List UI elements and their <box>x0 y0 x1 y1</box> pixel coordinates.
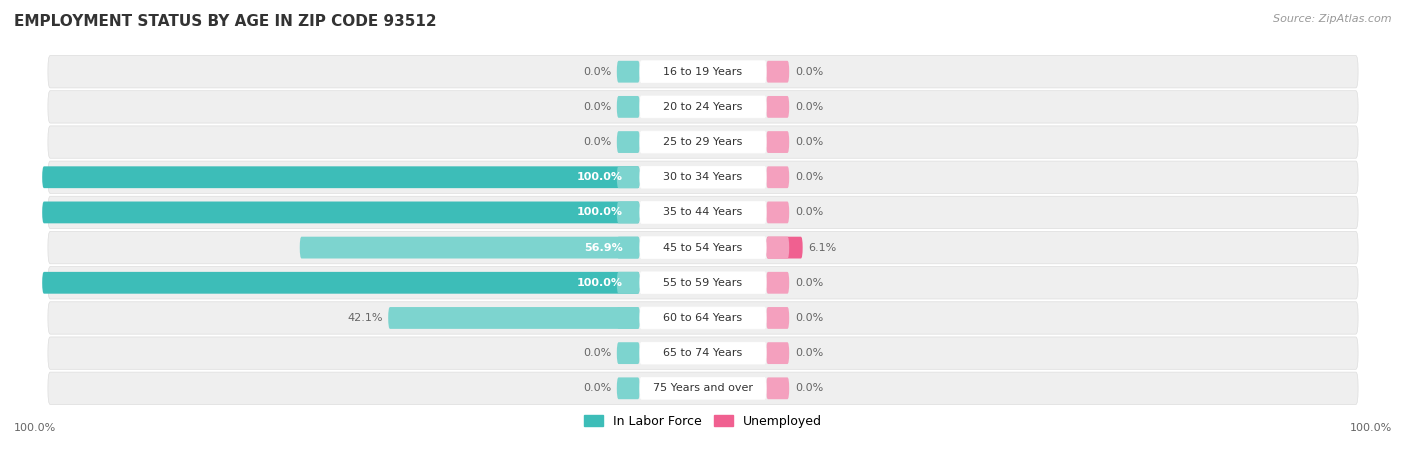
Text: 60 to 64 Years: 60 to 64 Years <box>664 313 742 323</box>
FancyBboxPatch shape <box>48 337 1358 369</box>
FancyBboxPatch shape <box>42 202 640 223</box>
Text: 45 to 54 Years: 45 to 54 Years <box>664 243 742 253</box>
Text: 100.0%: 100.0% <box>576 278 623 288</box>
Text: 0.0%: 0.0% <box>794 67 823 77</box>
Text: 16 to 19 Years: 16 to 19 Years <box>664 67 742 77</box>
FancyBboxPatch shape <box>766 307 789 329</box>
FancyBboxPatch shape <box>617 307 640 329</box>
Text: 25 to 29 Years: 25 to 29 Years <box>664 137 742 147</box>
FancyBboxPatch shape <box>640 166 766 188</box>
Text: 75 Years and over: 75 Years and over <box>652 383 754 393</box>
Text: EMPLOYMENT STATUS BY AGE IN ZIP CODE 93512: EMPLOYMENT STATUS BY AGE IN ZIP CODE 935… <box>14 14 437 28</box>
FancyBboxPatch shape <box>617 96 640 118</box>
FancyBboxPatch shape <box>617 272 640 294</box>
Text: 0.0%: 0.0% <box>583 137 612 147</box>
FancyBboxPatch shape <box>617 131 640 153</box>
Text: 0.0%: 0.0% <box>583 348 612 358</box>
FancyBboxPatch shape <box>388 307 640 329</box>
Text: 6.1%: 6.1% <box>808 243 837 253</box>
Legend: In Labor Force, Unemployed: In Labor Force, Unemployed <box>583 415 823 428</box>
Text: 0.0%: 0.0% <box>794 348 823 358</box>
Text: 0.0%: 0.0% <box>794 102 823 112</box>
FancyBboxPatch shape <box>766 96 789 118</box>
Text: 30 to 34 Years: 30 to 34 Years <box>664 172 742 182</box>
FancyBboxPatch shape <box>617 202 640 223</box>
Text: 56.9%: 56.9% <box>583 243 623 253</box>
FancyBboxPatch shape <box>766 377 789 399</box>
FancyBboxPatch shape <box>42 272 640 294</box>
FancyBboxPatch shape <box>48 91 1358 123</box>
FancyBboxPatch shape <box>299 237 640 258</box>
FancyBboxPatch shape <box>766 272 789 294</box>
Text: 100.0%: 100.0% <box>14 423 56 433</box>
Text: 0.0%: 0.0% <box>794 313 823 323</box>
FancyBboxPatch shape <box>640 307 766 329</box>
FancyBboxPatch shape <box>617 377 640 399</box>
FancyBboxPatch shape <box>48 302 1358 334</box>
Text: 35 to 44 Years: 35 to 44 Years <box>664 207 742 217</box>
FancyBboxPatch shape <box>640 131 766 153</box>
Text: 0.0%: 0.0% <box>794 278 823 288</box>
Text: 100.0%: 100.0% <box>1350 423 1392 433</box>
FancyBboxPatch shape <box>617 61 640 83</box>
FancyBboxPatch shape <box>640 202 766 223</box>
FancyBboxPatch shape <box>48 372 1358 405</box>
FancyBboxPatch shape <box>48 196 1358 229</box>
Text: 42.1%: 42.1% <box>347 313 382 323</box>
Text: 100.0%: 100.0% <box>576 172 623 182</box>
Text: 0.0%: 0.0% <box>794 207 823 217</box>
FancyBboxPatch shape <box>48 126 1358 158</box>
FancyBboxPatch shape <box>766 61 789 83</box>
FancyBboxPatch shape <box>640 342 766 364</box>
FancyBboxPatch shape <box>617 342 640 364</box>
Text: 0.0%: 0.0% <box>583 67 612 77</box>
FancyBboxPatch shape <box>48 161 1358 193</box>
FancyBboxPatch shape <box>640 377 766 399</box>
Text: 65 to 74 Years: 65 to 74 Years <box>664 348 742 358</box>
FancyBboxPatch shape <box>766 131 789 153</box>
Text: 0.0%: 0.0% <box>583 102 612 112</box>
FancyBboxPatch shape <box>640 272 766 294</box>
FancyBboxPatch shape <box>640 96 766 118</box>
FancyBboxPatch shape <box>640 61 766 83</box>
Text: 0.0%: 0.0% <box>794 172 823 182</box>
FancyBboxPatch shape <box>766 342 789 364</box>
Text: 100.0%: 100.0% <box>576 207 623 217</box>
FancyBboxPatch shape <box>766 237 803 258</box>
FancyBboxPatch shape <box>48 231 1358 264</box>
Text: 20 to 24 Years: 20 to 24 Years <box>664 102 742 112</box>
FancyBboxPatch shape <box>48 267 1358 299</box>
FancyBboxPatch shape <box>766 166 789 188</box>
FancyBboxPatch shape <box>42 166 640 188</box>
FancyBboxPatch shape <box>617 237 640 258</box>
Text: Source: ZipAtlas.com: Source: ZipAtlas.com <box>1274 14 1392 23</box>
FancyBboxPatch shape <box>766 202 789 223</box>
FancyBboxPatch shape <box>48 55 1358 88</box>
FancyBboxPatch shape <box>766 237 789 258</box>
Text: 55 to 59 Years: 55 to 59 Years <box>664 278 742 288</box>
Text: 0.0%: 0.0% <box>583 383 612 393</box>
Text: 0.0%: 0.0% <box>794 137 823 147</box>
FancyBboxPatch shape <box>640 237 766 258</box>
Text: 0.0%: 0.0% <box>794 383 823 393</box>
FancyBboxPatch shape <box>617 166 640 188</box>
